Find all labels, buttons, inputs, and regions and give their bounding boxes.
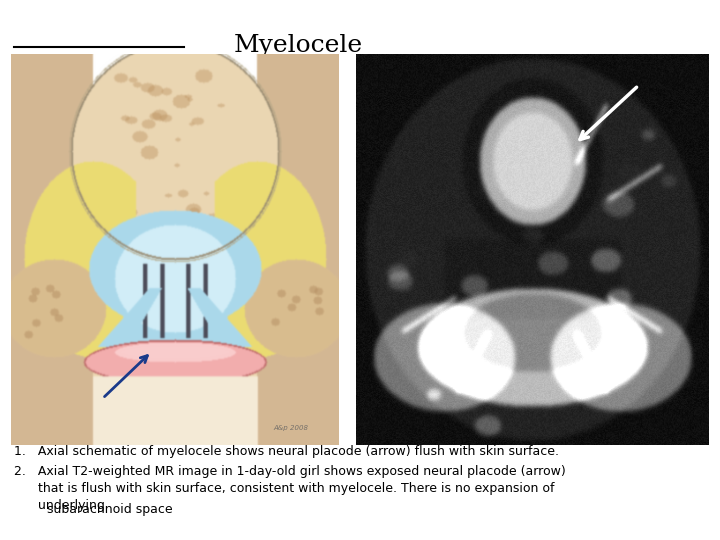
Text: 2.   Axial T2-weighted MR image in 1-day-old girl shows exposed neural placode (: 2. Axial T2-weighted MR image in 1-day-o…: [14, 465, 566, 512]
Text: Myelocele: Myelocele: [234, 35, 363, 57]
Text: 1.   Axial schematic of myelocele shows neural placode (arrow) flush with skin s: 1. Axial schematic of myelocele shows ne…: [14, 446, 559, 458]
Text: A&p 2008: A&p 2008: [273, 425, 308, 431]
Text: subarachnoid space: subarachnoid space: [47, 503, 172, 516]
